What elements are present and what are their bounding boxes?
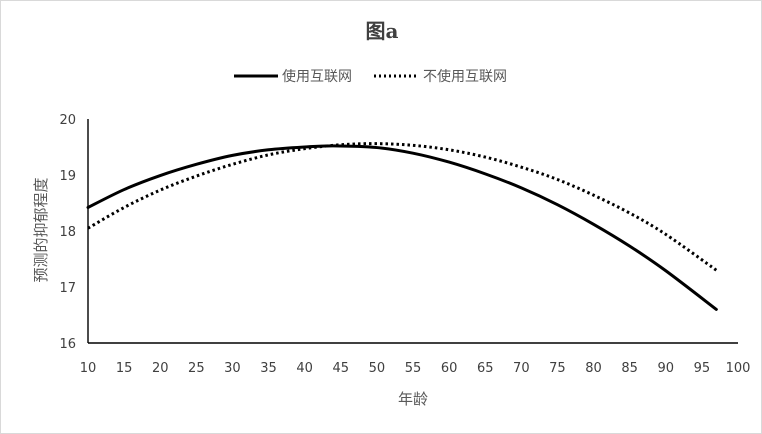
x-tick-label: 45 bbox=[333, 361, 350, 376]
x-tick-label: 40 bbox=[296, 361, 313, 376]
x-axis-ticks: 10 15 20 25 30 35 40 45 50 55 60 65 70 75 80 85 90 95 100 bbox=[80, 361, 751, 376]
x-tick-label: 50 bbox=[369, 361, 386, 376]
x-tick-label: 80 bbox=[585, 361, 602, 376]
x-tick-label: 35 bbox=[260, 361, 277, 376]
y-tick-label: 19 bbox=[59, 169, 76, 184]
x-tick-label: 65 bbox=[477, 361, 494, 376]
series-line-1-solid bbox=[86, 144, 718, 311]
y-tick-label: 18 bbox=[59, 225, 76, 240]
x-tick-label: 95 bbox=[694, 361, 711, 376]
x-tick-label: 100 bbox=[726, 361, 751, 376]
y-tick-label: 20 bbox=[59, 113, 76, 128]
legend: 使用互联网 不使用互联网 bbox=[234, 68, 507, 85]
x-tick-label: 20 bbox=[152, 361, 169, 376]
x-tick-label: 30 bbox=[224, 361, 241, 376]
x-tick-label: 70 bbox=[513, 361, 530, 376]
series-line-2-dotted bbox=[87, 142, 718, 272]
x-tick-label: 55 bbox=[405, 361, 422, 376]
x-tick-label: 15 bbox=[116, 361, 133, 376]
x-tick-label: 75 bbox=[549, 361, 566, 376]
y-axis-title: 预测的抑郁程度 bbox=[32, 177, 50, 282]
x-tick-label: 25 bbox=[188, 361, 205, 376]
chart-title: 图a bbox=[366, 19, 399, 43]
x-tick-label: 60 bbox=[441, 361, 458, 376]
x-tick-label: 85 bbox=[621, 361, 638, 376]
y-tick-label: 16 bbox=[59, 337, 76, 352]
y-axis-ticks: 16 17 18 19 20 bbox=[59, 113, 76, 352]
axes bbox=[87, 119, 738, 344]
legend-label-series-1: 使用互联网 bbox=[282, 68, 352, 85]
legend-label-series-2: 不使用互联网 bbox=[423, 68, 507, 85]
y-tick-label: 17 bbox=[59, 281, 76, 296]
series-layer bbox=[86, 142, 718, 311]
x-tick-label: 10 bbox=[80, 361, 97, 376]
x-tick-label: 90 bbox=[658, 361, 675, 376]
x-axis-title: 年龄 bbox=[398, 390, 428, 408]
